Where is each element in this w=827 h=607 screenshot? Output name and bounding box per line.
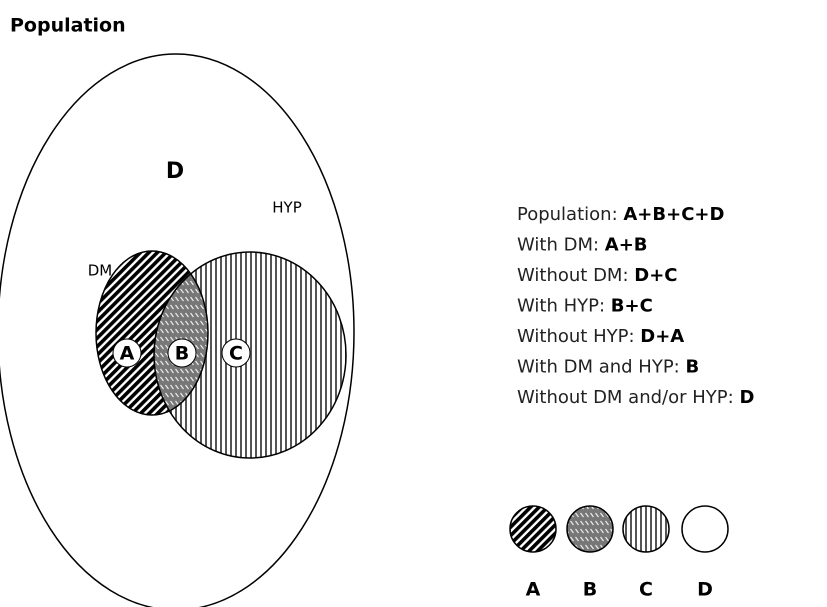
region-badge xyxy=(112,338,142,368)
definition-value: A+B xyxy=(605,235,648,256)
definition: Population: A+B+C+D xyxy=(517,204,724,225)
definition: With HYP: B+C xyxy=(517,296,653,317)
legend-label: A xyxy=(526,579,541,601)
overlap-region xyxy=(154,252,208,415)
definition: Without HYP: D+A xyxy=(517,326,684,347)
definition-label: Without DM and/or HYP: xyxy=(517,387,734,408)
definition-label: Without HYP: xyxy=(517,326,635,347)
definition-label: With HYP: xyxy=(517,296,605,317)
dm-outline xyxy=(95,250,209,416)
title: Population xyxy=(10,15,126,37)
definition: Without DM and/or HYP: D xyxy=(517,387,754,408)
definition-value: D+A xyxy=(640,326,684,347)
definition: With DM: A+B xyxy=(517,235,648,256)
definition-label: Population: xyxy=(517,204,618,225)
definitions: Population: A+B+C+D With DM: A+B Without D… xyxy=(517,204,754,408)
definition-value: B xyxy=(685,357,699,378)
legend-swatch xyxy=(622,505,670,553)
region-badge xyxy=(167,338,197,368)
definition-label: Without DM: xyxy=(517,265,629,286)
legend-swatch xyxy=(566,505,614,553)
definition: Without DM: D+C xyxy=(517,265,678,286)
legend-label: C xyxy=(639,579,653,601)
region-label: B xyxy=(175,343,189,365)
region-label: D xyxy=(166,159,184,184)
region-label: HYP xyxy=(272,199,302,217)
legend-swatch xyxy=(509,505,557,553)
definition-value: D+C xyxy=(634,265,677,286)
definition-value: D xyxy=(739,387,754,408)
legend-swatch xyxy=(681,505,729,553)
region-label: C xyxy=(229,343,243,365)
region-label: DM xyxy=(88,262,113,280)
definition-label: With DM and HYP: xyxy=(517,357,680,378)
legend-label: B xyxy=(583,579,597,601)
region-badge xyxy=(221,338,251,368)
hyp-outline xyxy=(153,251,347,459)
legend: A B C D xyxy=(526,579,713,601)
legend-label: D xyxy=(697,579,713,601)
definition-value: B+C xyxy=(611,296,653,317)
region-label: A xyxy=(120,343,135,365)
definition-label: With DM: xyxy=(517,235,599,256)
definition-value: A+B+C+D xyxy=(623,204,724,225)
definition: With DM and HYP: B xyxy=(517,357,699,378)
